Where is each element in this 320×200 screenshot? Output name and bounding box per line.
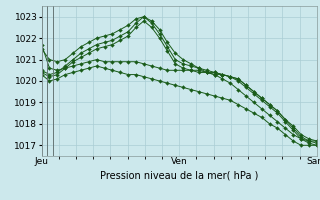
X-axis label: Pression niveau de la mer( hPa ): Pression niveau de la mer( hPa ) xyxy=(100,171,258,181)
